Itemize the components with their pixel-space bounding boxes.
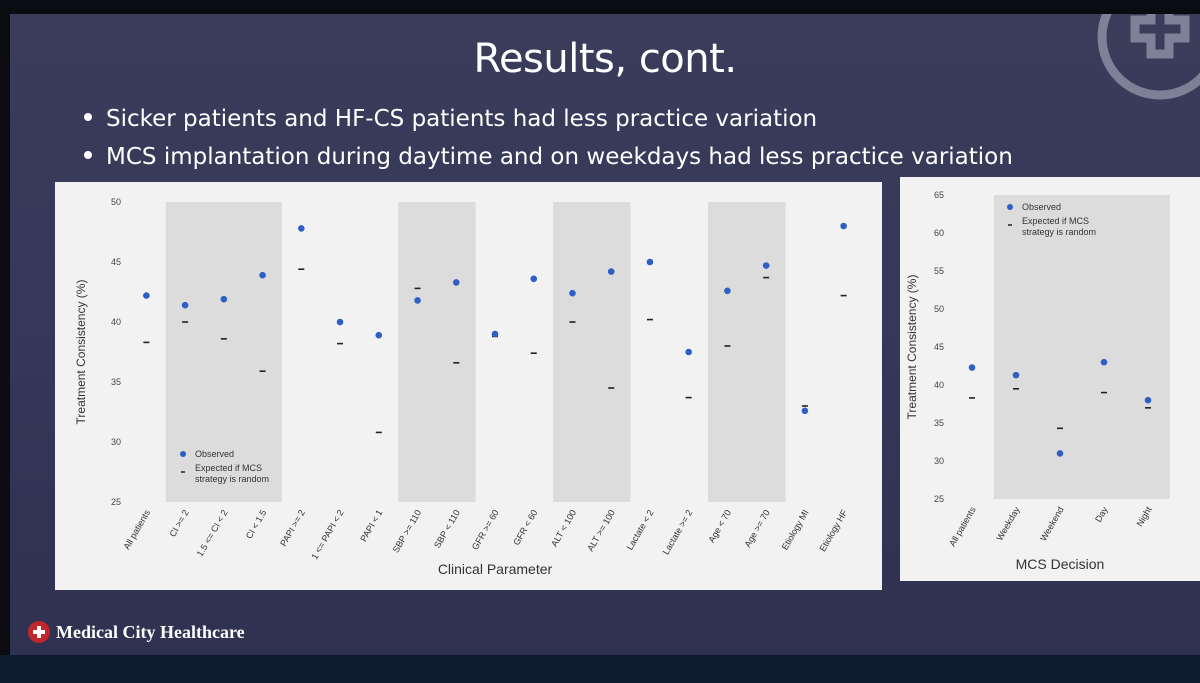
observed-point-1-5-ci-2 bbox=[220, 295, 228, 303]
y-axis-label: Treatment Consistency (%) bbox=[905, 275, 919, 420]
shaded-band bbox=[994, 195, 1170, 499]
x-tick-label-age-70: Age < 70 bbox=[706, 508, 733, 544]
x-tick-label-ci-2: CI >= 2 bbox=[167, 508, 190, 539]
x-tick-label-gfr-60: GFR < 60 bbox=[511, 508, 539, 547]
x-axis-label: MCS Decision bbox=[1016, 556, 1105, 572]
legend-expected-label-cont: strategy is random bbox=[1022, 227, 1096, 237]
legend-observed-label: Observed bbox=[1022, 202, 1061, 212]
y-tick-label: 45 bbox=[111, 257, 121, 267]
x-tick-label-sbp-110: SBP < 110 bbox=[432, 508, 462, 550]
legend-observed-marker bbox=[1007, 204, 1013, 210]
x-tick-label-alt-100: ALT < 100 bbox=[549, 508, 578, 548]
y-tick-label: 30 bbox=[111, 437, 121, 447]
x-tick-label-all-patients: All patients bbox=[947, 505, 978, 549]
stage-background bbox=[0, 655, 1200, 683]
y-tick-label: 45 bbox=[934, 342, 944, 352]
y-tick-label: 40 bbox=[111, 317, 121, 327]
footer-org-name: Medical City Healthcare bbox=[56, 621, 245, 642]
observed-point-papi-2 bbox=[298, 225, 305, 232]
y-tick-label: 35 bbox=[934, 418, 944, 428]
bullet-point-2: MCS implantation during daytime and on w… bbox=[84, 144, 1013, 170]
mcs-decision-chart: 25 30 35 40 45 50 55 60 65 Treatment Consistency … bbox=[900, 177, 1200, 581]
mcs-decision-chart-svg: 25 30 35 40 45 50 55 60 65 Treatment Consistency … bbox=[905, 190, 1170, 572]
observed-point-age-70 bbox=[762, 262, 770, 269]
y-tick-label: 60 bbox=[934, 228, 944, 238]
x-tick-label-1-papi-2: 1 <= PAPI < 2 bbox=[309, 508, 345, 561]
y-tick-label: 55 bbox=[934, 266, 944, 276]
x-tick-label-papi-2: PAPI >= 2 bbox=[278, 508, 307, 548]
brand-logo-icon bbox=[1097, 14, 1200, 100]
x-tick-label-weekend: Weekend bbox=[1038, 505, 1066, 543]
observed-point-alt-100 bbox=[607, 268, 615, 275]
y-tick-label: 25 bbox=[934, 494, 944, 504]
bullet-icon bbox=[84, 150, 92, 159]
x-tick-label-lactate-2: Lactate >= 2 bbox=[661, 508, 695, 556]
observed-point-etiology-mi bbox=[801, 407, 809, 415]
y-tick-label: 35 bbox=[111, 377, 121, 387]
x-tick-label-sbp-110: SBP >= 110 bbox=[391, 508, 424, 554]
legend-expected-label-cont: strategy is random bbox=[195, 474, 269, 484]
shaded-band bbox=[553, 202, 631, 502]
observed-point-weekday bbox=[1012, 371, 1020, 379]
y-tick-label: 50 bbox=[111, 197, 121, 207]
y-tick-label: 40 bbox=[934, 380, 944, 390]
medical-cross-icon bbox=[28, 621, 50, 643]
x-tick-label-etiology-hf: Etiology HF bbox=[817, 508, 849, 554]
x-tick-label-ci-1-5: CI < 1.5 bbox=[244, 508, 269, 541]
x-tick-label-alt-100: ALT >= 100 bbox=[585, 508, 617, 553]
x-tick-label-1-5-ci-2: 1.5 <= CI < 2 bbox=[195, 508, 230, 558]
y-tick-label: 25 bbox=[111, 497, 121, 507]
observed-point-papi-1 bbox=[375, 331, 383, 339]
observed-point-alt-100 bbox=[569, 289, 576, 297]
slide-title: Results, cont. bbox=[473, 36, 737, 82]
observed-point-lactate-2 bbox=[646, 258, 654, 266]
observed-point-gfr-60 bbox=[530, 275, 538, 283]
bullet-text: MCS implantation during daytime and on w… bbox=[106, 144, 1013, 170]
observed-point-all-patients bbox=[968, 364, 976, 371]
observed-point-day bbox=[1100, 358, 1108, 366]
legend-expected-label: Expected if MCS bbox=[1022, 216, 1089, 226]
footer-brand: Medical City Healthcare bbox=[28, 621, 245, 643]
x-tick-label-lactate-2: Lactate < 2 bbox=[625, 508, 656, 552]
observed-point-ci-2 bbox=[181, 301, 189, 309]
x-tick-label-gfr-60: GFR >= 60 bbox=[470, 508, 501, 552]
y-tick-label: 50 bbox=[934, 304, 944, 314]
observed-point-all-patients bbox=[143, 292, 150, 299]
shaded-band bbox=[708, 202, 786, 502]
clinical-parameter-chart: 25 30 35 40 45 50 Treatment Consistency (%) All… bbox=[55, 182, 882, 590]
observed-point-1-papi-2 bbox=[336, 318, 344, 326]
y-axis-label: Treatment Consistency (%) bbox=[74, 280, 88, 425]
x-tick-label-age-70: Age >= 70 bbox=[742, 508, 771, 549]
x-tick-label-day: Day bbox=[1093, 505, 1110, 524]
bullet-text: Sicker patients and HF-CS patients had l… bbox=[106, 106, 818, 132]
legend-expected-label: Expected if MCS bbox=[195, 463, 262, 473]
x-tick-label-etiology-mi: Etiology MI bbox=[780, 508, 811, 552]
presentation-slide: Results, cont. Sicker patients and HF-CS… bbox=[10, 14, 1200, 664]
x-tick-label-all-patients: All patients bbox=[121, 508, 152, 552]
observed-point-gfr-60 bbox=[491, 330, 499, 338]
bullet-icon bbox=[84, 112, 92, 121]
x-tick-label-night: Night bbox=[1135, 505, 1154, 529]
observed-point-ci-1-5 bbox=[259, 271, 266, 279]
bullet-point-1: Sicker patients and HF-CS patients had l… bbox=[84, 106, 817, 132]
observed-point-lactate-2 bbox=[685, 348, 692, 356]
shaded-band bbox=[398, 202, 476, 502]
observed-point-weekend bbox=[1056, 450, 1064, 457]
observed-point-night bbox=[1144, 396, 1152, 404]
y-tick-label: 65 bbox=[934, 190, 944, 200]
observed-point-etiology-hf bbox=[840, 222, 847, 230]
observed-point-sbp-110 bbox=[452, 279, 460, 286]
observed-point-sbp-110 bbox=[414, 297, 421, 304]
legend-observed-marker bbox=[180, 451, 186, 457]
x-tick-label-papi-1: PAPI < 1 bbox=[358, 508, 384, 543]
observed-point-age-70 bbox=[724, 287, 731, 295]
legend-observed-label: Observed bbox=[195, 449, 234, 459]
x-tick-label-weekday: Weekday bbox=[994, 505, 1022, 543]
x-axis-label: Clinical Parameter bbox=[438, 561, 553, 577]
clinical-parameter-chart-svg: 25 30 35 40 45 50 Treatment Consistency (%) All… bbox=[74, 197, 850, 577]
y-tick-label: 30 bbox=[934, 456, 944, 466]
